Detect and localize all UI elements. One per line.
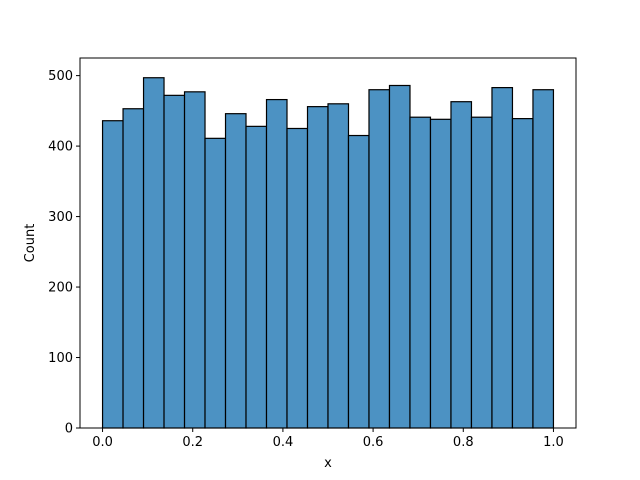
histogram-bar [265, 98, 288, 429]
y-tick-label: 500 [48, 69, 73, 84]
histogram-bar [429, 118, 452, 429]
x-axis-label: x [324, 456, 332, 471]
y-tick-label: 400 [48, 140, 73, 155]
x-tick-label: 0.6 [363, 435, 384, 450]
x-tick-label: 0.0 [92, 435, 113, 450]
x-tick-label: 0.2 [182, 435, 203, 450]
histogram-bar [286, 127, 309, 429]
x-axis-ticks: 0.0 0.2 0.4 0.6 0.8 1.0 [92, 428, 564, 450]
histogram-bar [532, 89, 555, 429]
histogram-bar [183, 91, 206, 429]
histogram-bar [511, 118, 534, 429]
histogram-bar [142, 77, 165, 429]
y-tick-label: 100 [48, 351, 73, 366]
histogram-bar [388, 84, 411, 429]
histogram-bar [101, 120, 124, 429]
y-tick-label: 300 [48, 210, 73, 225]
histogram-bar [306, 106, 329, 429]
histogram-bar [491, 86, 514, 429]
histogram-bar [122, 108, 145, 429]
bars-group [101, 77, 555, 429]
histogram-bar [470, 116, 493, 429]
plot-frame [79, 57, 577, 429]
x-tick-label: 1.0 [543, 435, 564, 450]
x-tick-label: 0.4 [273, 435, 294, 450]
histogram-bar [204, 137, 227, 429]
histogram-bar [245, 125, 268, 429]
y-axis-ticks: 0 100 200 300 400 500 [48, 69, 80, 437]
histogram-bar [163, 94, 186, 429]
y-axis-label: Count [23, 224, 38, 263]
histogram-bar [224, 113, 247, 429]
histogram-bar [368, 89, 391, 429]
histogram-bar [347, 134, 370, 429]
y-tick-label: 200 [48, 281, 73, 296]
histogram-bar [327, 103, 350, 429]
y-tick-label: 0 [65, 422, 73, 437]
histogram-bar [450, 101, 473, 429]
histogram-bar [409, 116, 432, 429]
x-tick-label: 0.8 [453, 435, 474, 450]
